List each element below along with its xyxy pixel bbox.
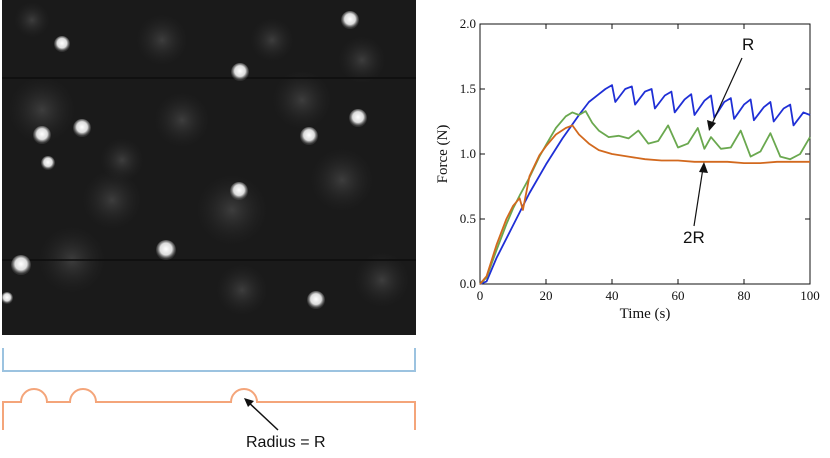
particle bbox=[11, 255, 31, 275]
y-axis-label: Force (N) bbox=[435, 125, 451, 184]
particle bbox=[349, 109, 367, 127]
particle bbox=[230, 182, 248, 200]
radius-label: Radius = R bbox=[246, 434, 326, 451]
x-tick-label: 80 bbox=[738, 288, 751, 303]
x-tick-label: 40 bbox=[606, 288, 619, 303]
particle bbox=[300, 127, 318, 145]
x-tick-label: 60 bbox=[672, 288, 685, 303]
y-axis: 0.0 0.5 1.0 1.5 2.0 bbox=[460, 16, 810, 291]
radius-arrow bbox=[245, 399, 279, 431]
annotation-r-arrowhead bbox=[707, 120, 716, 131]
x-axis: 0 20 40 60 80 100 bbox=[477, 24, 820, 303]
x-tick-label: 0 bbox=[477, 288, 484, 303]
blue-channel-outline bbox=[2, 348, 416, 372]
x-axis-label: Time (s) bbox=[620, 306, 671, 322]
annotation-2r-arrow bbox=[693, 167, 704, 227]
force-time-chart: 0.0 0.5 1.0 1.5 2.0 0 20 40 60 80 100 Time (s) Fo… bbox=[435, 16, 820, 322]
annotation-r: R bbox=[742, 35, 754, 54]
orange-channel-outline bbox=[2, 388, 416, 430]
particle bbox=[33, 126, 51, 144]
radius-arrowhead bbox=[244, 398, 254, 407]
y-tick-label: 0.5 bbox=[460, 211, 476, 226]
out-of-focus-particles bbox=[8, 2, 410, 316]
particle-photo bbox=[2, 0, 416, 335]
x-tick-label: 100 bbox=[800, 288, 820, 303]
series-line-r-green bbox=[479, 110, 811, 285]
particle bbox=[307, 291, 325, 309]
annotation-2r: 2R bbox=[683, 228, 705, 247]
series-lines bbox=[479, 84, 811, 285]
in-focus-particles bbox=[2, 11, 367, 309]
series-line-2r-orange bbox=[479, 124, 810, 285]
annotation-2r-arrowhead bbox=[699, 162, 708, 173]
particle bbox=[41, 156, 55, 170]
particle bbox=[2, 292, 13, 304]
series-line-r-blue bbox=[479, 84, 811, 285]
x-tick-label: 20 bbox=[540, 288, 553, 303]
plot-frame bbox=[479, 23, 811, 285]
particle bbox=[73, 119, 91, 137]
schematic-diagram: Radius = R bbox=[2, 348, 416, 451]
y-tick-label: 1.5 bbox=[460, 81, 476, 96]
y-tick-label: 1.0 bbox=[460, 146, 476, 161]
y-tick-label: 2.0 bbox=[460, 16, 476, 31]
particle bbox=[231, 63, 249, 81]
particle bbox=[156, 240, 176, 260]
particle bbox=[54, 36, 70, 52]
particle bbox=[341, 11, 359, 29]
annotation-r-arrow bbox=[710, 57, 743, 127]
y-tick-label: 0.0 bbox=[460, 276, 476, 291]
